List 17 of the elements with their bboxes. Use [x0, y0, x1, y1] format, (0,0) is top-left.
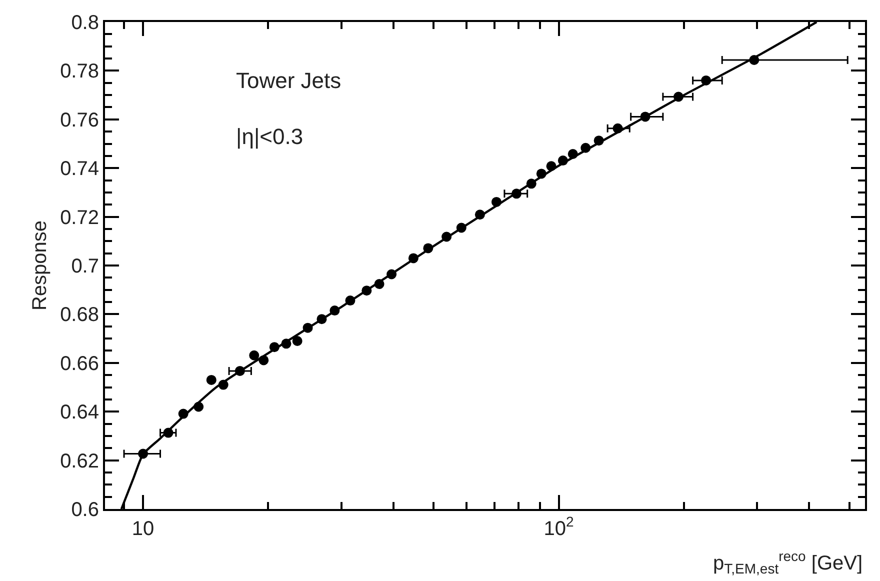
annotation: |η|<0.3: [236, 124, 304, 149]
y-tick-label: 0.6: [71, 499, 99, 521]
y-tick-label: 0.64: [60, 402, 99, 424]
y-tick-label: 0.66: [60, 352, 99, 375]
y-tick-label: 0.68: [60, 304, 99, 326]
x-tick-label: 10: [132, 518, 154, 540]
y-tick-label: 0.72: [60, 206, 99, 229]
x-axis-title: p$_{T,EM,est}$$^{reco}$ [GeV]: [713, 548, 863, 577]
y-tick-label: 0.74: [60, 158, 99, 180]
y-axis-title: Response: [29, 220, 52, 311]
y-tick-label: 0.7: [71, 256, 99, 278]
y-tick-label: 0.76: [60, 109, 99, 132]
x-tick-label: 10$^{2}$: [544, 514, 574, 540]
y-tick-label: 0.62: [60, 450, 99, 472]
annotation: Tower Jets: [236, 68, 342, 93]
y-tick-label: 0.8: [71, 12, 99, 34]
y-tick-label: 0.78: [60, 60, 99, 83]
